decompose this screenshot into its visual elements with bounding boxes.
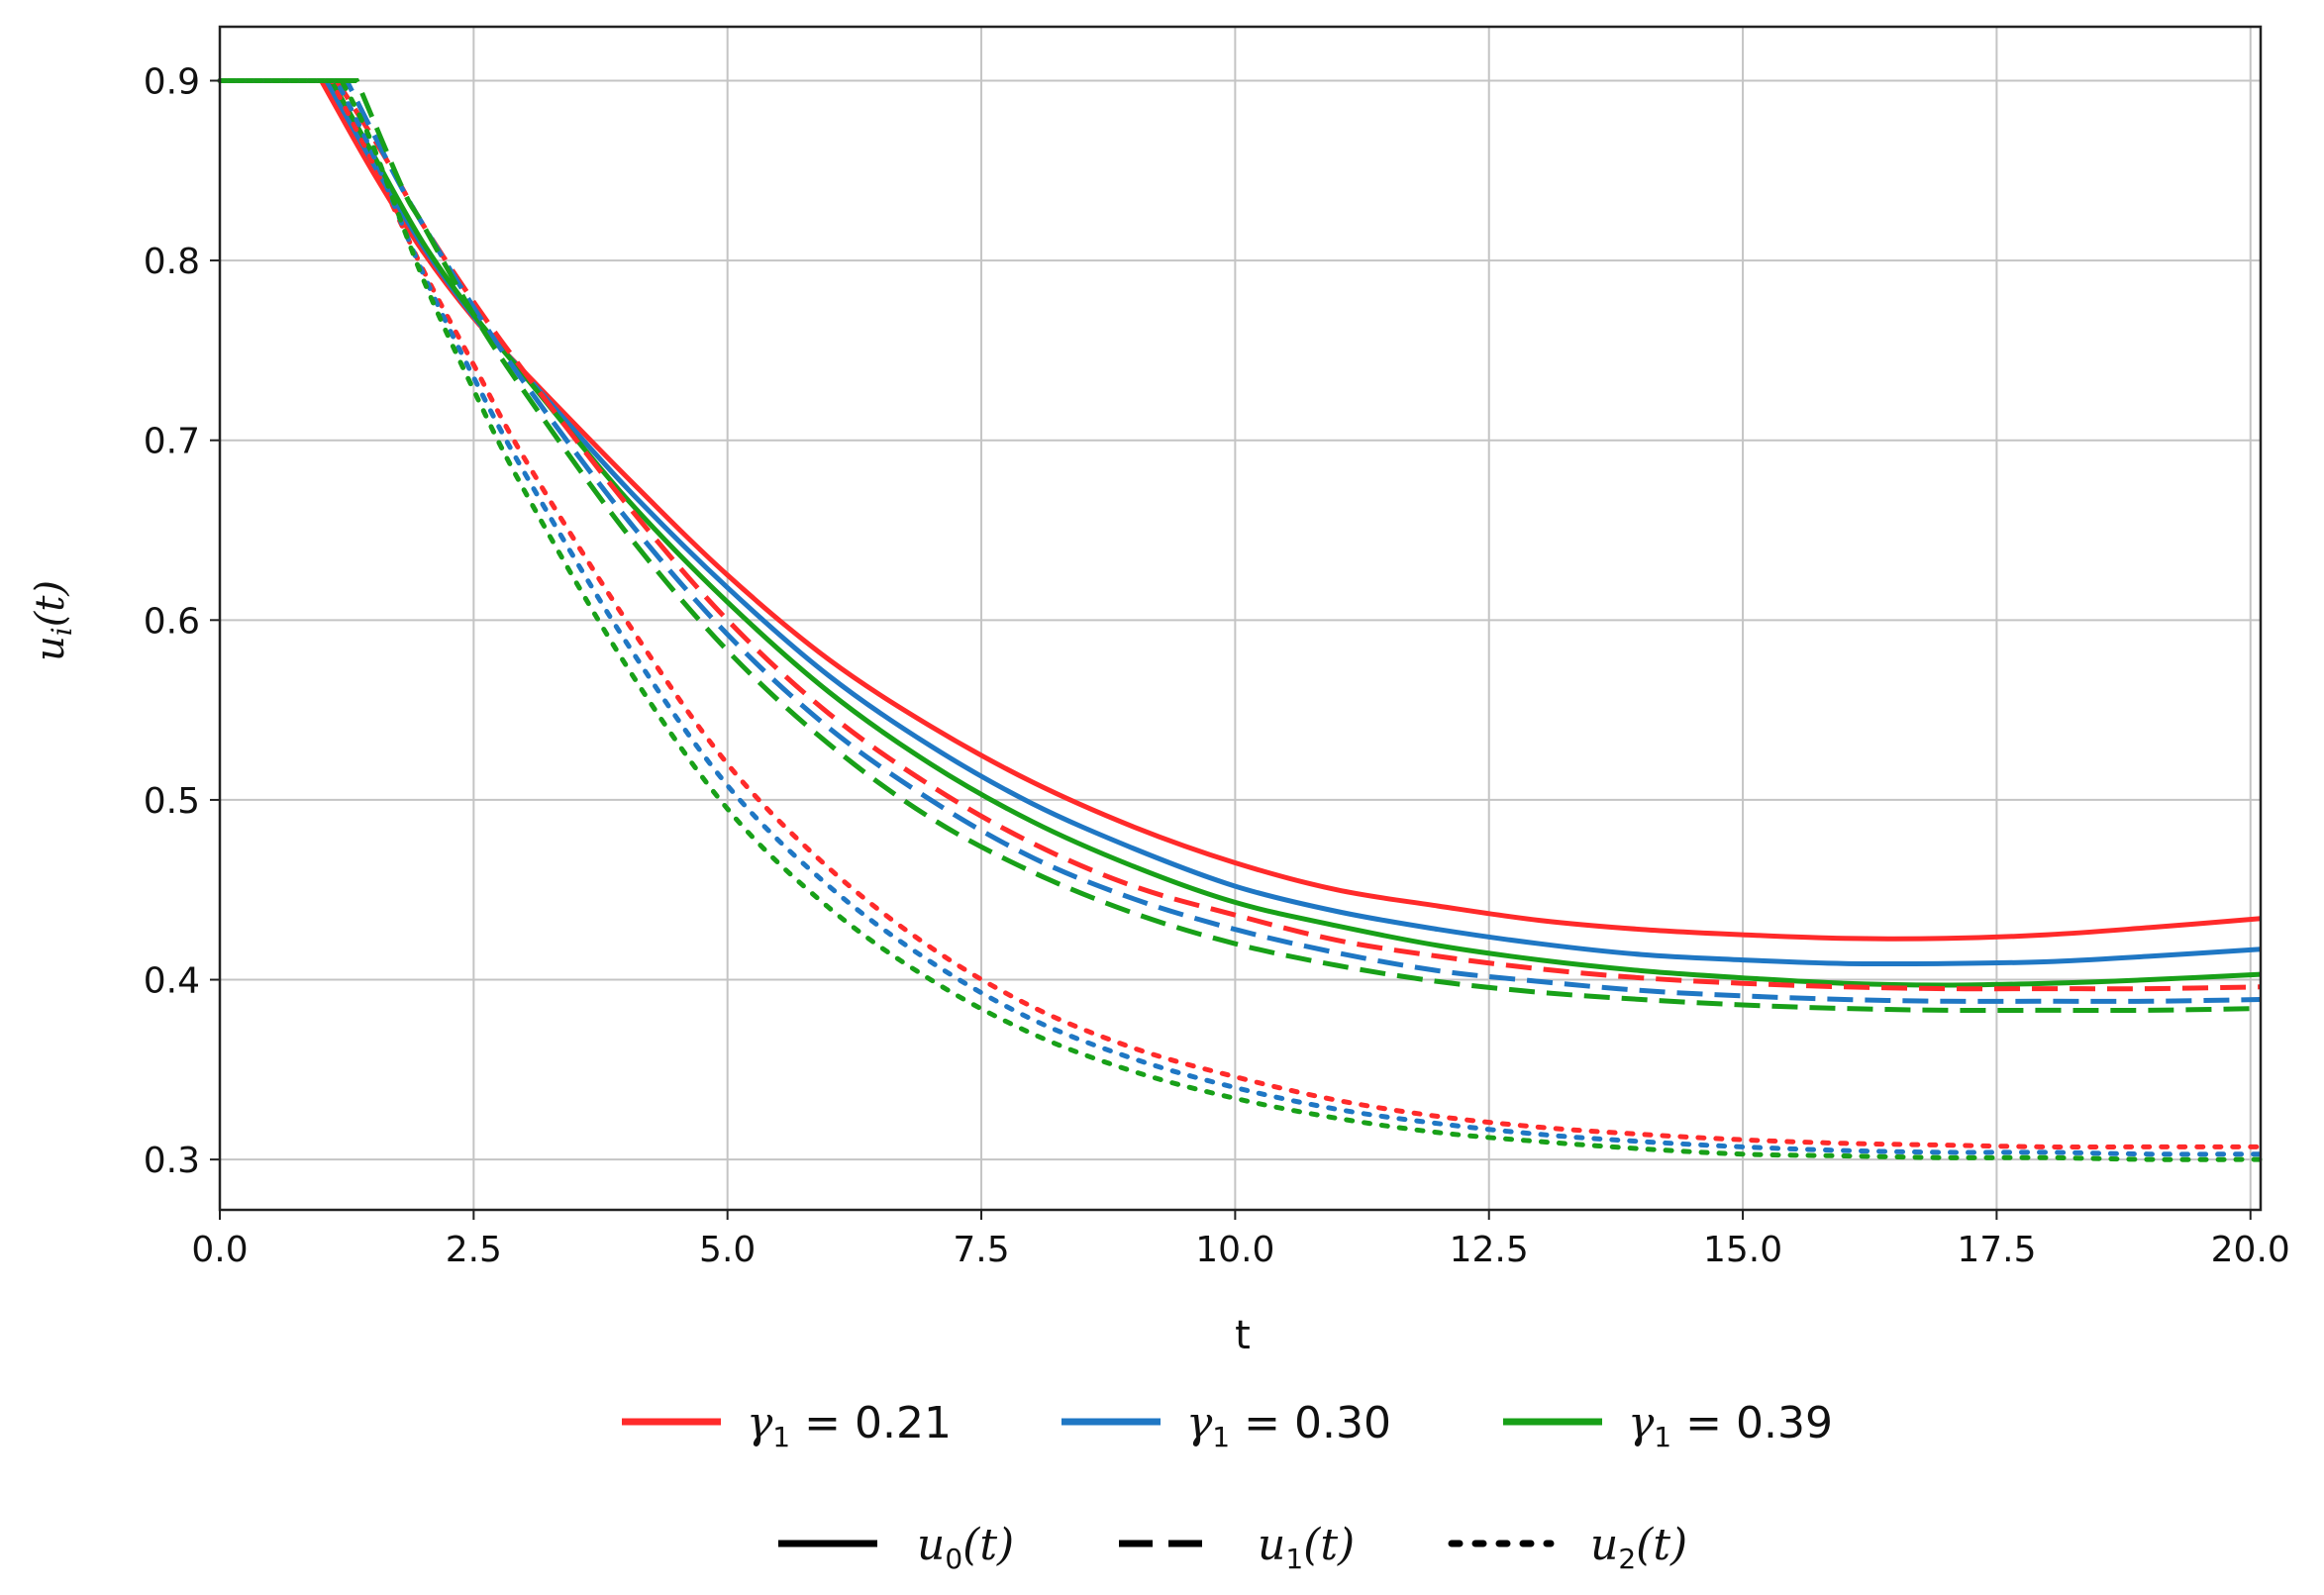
plot-frame bbox=[218, 25, 2263, 1212]
x-tick-label: 10.0 bbox=[1195, 1230, 1274, 1270]
y-axis-label-sub: i bbox=[46, 627, 78, 636]
series-line-u1-gamma-0.21 bbox=[220, 78, 2262, 992]
series-line-u1-gamma-0.39 bbox=[220, 78, 2262, 1014]
x-axis: 0.0 2.5 5.0 7.5 10.0 12.5 15.0 17.5 20.0 bbox=[191, 1210, 2290, 1270]
x-axis-label: t bbox=[1235, 1313, 1251, 1358]
series-line-u1-gamma-0.30 bbox=[220, 78, 2262, 1004]
series-line-u2-gamma-0.30 bbox=[217, 78, 2264, 1157]
x-tick-label: 17.5 bbox=[1957, 1230, 2036, 1270]
x-tick-label: 0.0 bbox=[191, 1230, 248, 1270]
legend-label-gamma: γ1 = 0.30 bbox=[1186, 1398, 1391, 1453]
legend-gamma: γ1 = 0.21 γ1 = 0.30 γ1 = 0.39 bbox=[622, 1398, 1833, 1453]
legend-label-component: u0(t) bbox=[917, 1520, 1014, 1575]
x-tick-label: 20.0 bbox=[2211, 1230, 2290, 1270]
y-axis-label: ui(t) bbox=[28, 580, 78, 661]
series-line-u0-gamma-0.39 bbox=[220, 78, 2262, 988]
y-tick-label: 0.4 bbox=[144, 961, 200, 1002]
x-tick-label: 2.5 bbox=[446, 1230, 502, 1270]
y-axis: 0.3 0.4 0.5 0.6 0.7 0.8 0.9 bbox=[144, 61, 220, 1181]
y-tick-label: 0.3 bbox=[144, 1141, 200, 1181]
legend-label-component: u1(t) bbox=[1258, 1520, 1355, 1575]
y-tick-label: 0.6 bbox=[144, 601, 200, 642]
legend-label-component: u2(t) bbox=[1590, 1520, 1687, 1575]
legend-label-gamma: γ1 = 0.21 bbox=[747, 1398, 952, 1453]
x-tick-label: 5.0 bbox=[699, 1230, 756, 1270]
y-axis-label-base: u bbox=[28, 636, 73, 661]
legend-label-gamma: γ1 = 0.39 bbox=[1628, 1398, 1833, 1453]
series-layer bbox=[217, 78, 2264, 1162]
y-tick-label: 0.7 bbox=[144, 422, 200, 462]
y-tick-label: 0.9 bbox=[144, 61, 200, 102]
series-line-u2-gamma-0.21 bbox=[217, 78, 2264, 1150]
x-tick-label: 15.0 bbox=[1703, 1230, 1782, 1270]
legend-components: u0(t) u1(t) u2(t) bbox=[778, 1520, 1687, 1575]
y-tick-label: 0.5 bbox=[144, 781, 200, 822]
y-tick-label: 0.8 bbox=[144, 242, 200, 282]
x-tick-label: 7.5 bbox=[953, 1230, 1009, 1270]
x-tick-label: 12.5 bbox=[1450, 1230, 1529, 1270]
y-axis-label-arg: (t) bbox=[28, 580, 73, 627]
series-line-u2-gamma-0.39 bbox=[217, 78, 2264, 1162]
